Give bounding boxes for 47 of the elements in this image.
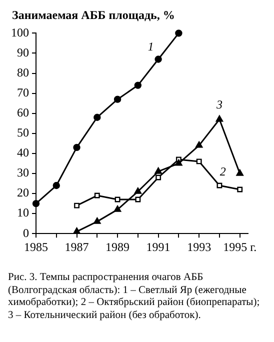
point — [135, 196, 141, 202]
point — [195, 141, 203, 148]
point — [154, 167, 162, 174]
y-tick-label: 50 — [17, 126, 29, 140]
series-label: 1 — [148, 39, 154, 54]
y-tick-label: 70 — [17, 85, 29, 100]
y-tick-label: 40 — [17, 146, 29, 160]
point — [154, 56, 162, 63]
point — [74, 202, 80, 208]
point — [114, 205, 122, 212]
point — [134, 187, 142, 194]
series-label: 3 — [215, 98, 222, 112]
point — [236, 169, 244, 176]
y-tick-label: 90 — [17, 45, 29, 60]
point — [94, 114, 101, 121]
point — [52, 182, 60, 190]
text: Рис. 3. Темпы распространения очагов АББ (Волгоградская область): 1 – Светлый Яр (ежегодные химобработки); 2 – Октябрьский район (биопрепараты); 3 – Котельнический район (без обработок). — [8, 272, 261, 322]
point — [237, 186, 243, 192]
y-tick-label: 100 — [11, 25, 29, 40]
x-tick-label: 1993 — [187, 240, 212, 254]
point — [175, 30, 182, 37]
point — [32, 200, 40, 208]
point — [73, 227, 80, 234]
point — [216, 115, 224, 122]
point — [216, 182, 222, 188]
y-tick-label: 0 — [23, 226, 29, 240]
point — [94, 192, 100, 198]
point — [94, 217, 101, 224]
y-tick-label: 30 — [17, 166, 29, 180]
x-tick-label: 1991 — [146, 240, 170, 254]
x-tick-label: 1995 г. — [223, 240, 257, 254]
point — [114, 96, 122, 103]
series-label: 2 — [220, 164, 226, 179]
point — [114, 196, 120, 202]
y-tick-label: 80 — [17, 65, 29, 80]
y-tick-label: 20 — [17, 186, 29, 200]
x-tick-label: 1987 — [64, 240, 89, 254]
y-tick-label: 10 — [17, 206, 29, 220]
y-axis-title: Занимаемая АББ площадь, % — [11, 8, 176, 23]
point — [73, 144, 80, 152]
x-tick-label: 1989 — [106, 240, 130, 254]
point — [175, 159, 182, 166]
point — [196, 158, 202, 164]
point — [156, 174, 162, 180]
x-tick-label: 1985 — [24, 240, 48, 254]
point — [134, 82, 142, 89]
y-tick-label: 60 — [17, 106, 29, 120]
